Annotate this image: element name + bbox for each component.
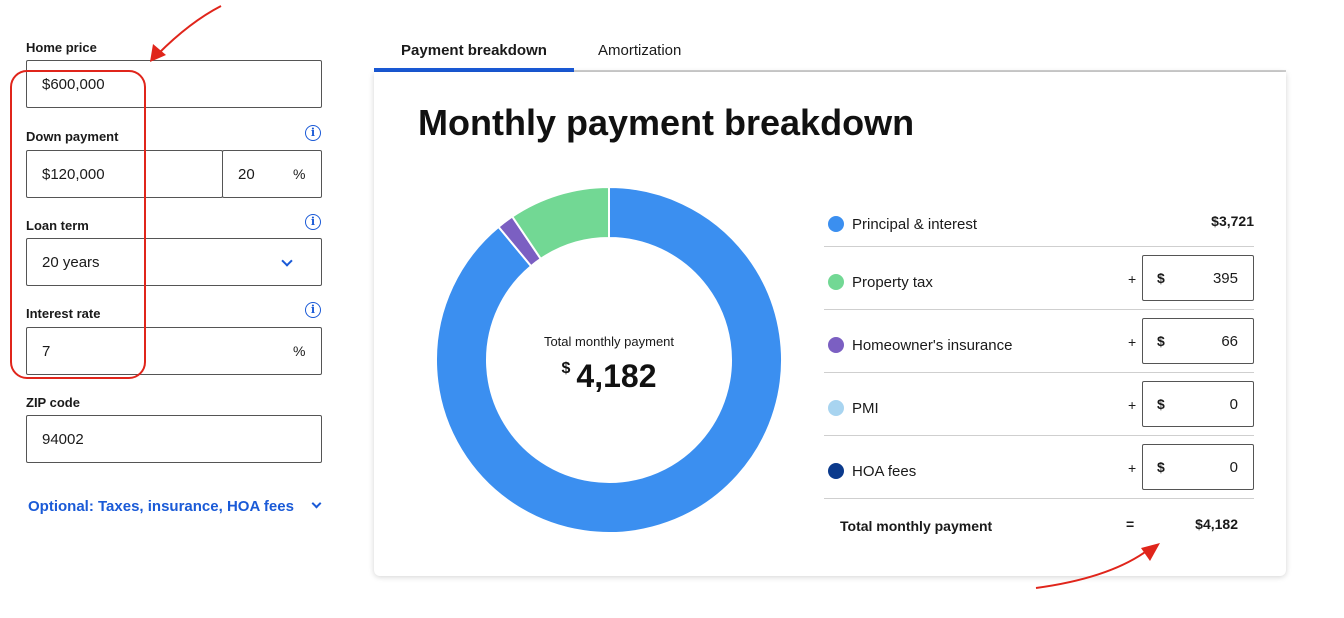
- interest-rate-input[interactable]: 7 %: [26, 327, 322, 375]
- down-payment-percent-unit: %: [293, 166, 306, 182]
- pmi-value: 0: [1229, 396, 1238, 413]
- homeowners-insurance-plus: +: [1128, 334, 1137, 350]
- donut-currency: $: [561, 360, 571, 377]
- pmi-dot-icon: [828, 400, 844, 416]
- loan-term-select[interactable]: 20 years: [26, 238, 322, 286]
- zip-code-label: ZIP code: [26, 395, 80, 410]
- property-tax-plus: +: [1128, 271, 1137, 287]
- pmi-plus: +: [1128, 397, 1137, 413]
- chevron-down-icon: [281, 255, 293, 267]
- down-payment-percent-value: 20: [238, 166, 255, 183]
- row-divider: [824, 498, 1254, 499]
- row-divider: [824, 246, 1254, 247]
- homeowners-insurance-value: 66: [1221, 333, 1238, 350]
- loan-term-value: 20 years: [42, 254, 100, 271]
- loan-term-label: Loan term: [26, 218, 89, 233]
- hoa-fees-dot-icon: [828, 463, 844, 479]
- tab-payment-breakdown[interactable]: Payment breakdown: [401, 42, 547, 59]
- tab-amortization[interactable]: Amortization: [598, 42, 682, 59]
- down-payment-label: Down payment: [26, 129, 119, 144]
- down-payment-info-icon[interactable]: i: [305, 125, 321, 141]
- down-payment-amount-value: $120,000: [42, 166, 105, 183]
- row-divider: [824, 372, 1254, 373]
- tabs-divider: [374, 70, 1286, 72]
- donut-center-value: $4,182: [436, 358, 782, 395]
- optional-taxes-link-label: Optional: Taxes, insurance, HOA fees: [28, 498, 294, 515]
- down-payment-amount-input[interactable]: $120,000: [26, 150, 223, 198]
- interest-rate-value: 7: [42, 343, 51, 360]
- principal-interest-dot-icon: [828, 216, 844, 232]
- loan-term-info-icon[interactable]: i: [305, 214, 321, 230]
- row-divider: [824, 309, 1254, 310]
- interest-rate-label: Interest rate: [26, 306, 101, 321]
- property-tax-input[interactable]: [1142, 255, 1254, 301]
- down-payment-percent-input[interactable]: 20 %: [222, 150, 322, 198]
- zip-code-input[interactable]: 94002: [26, 415, 322, 463]
- home-price-value: $600,000: [42, 76, 105, 93]
- interest-rate-info-icon[interactable]: i: [305, 302, 321, 318]
- total-monthly-payment-value: $4,182: [1195, 516, 1238, 532]
- donut-center-label: Total monthly payment: [543, 334, 675, 349]
- hoa-fees-input[interactable]: [1142, 444, 1254, 490]
- total-equals: =: [1126, 516, 1135, 532]
- pmi-input[interactable]: [1142, 381, 1254, 427]
- homeowners-insurance-label: Homeowner's insurance: [852, 337, 1013, 354]
- principal-interest-label: Principal & interest: [852, 216, 978, 233]
- hoa-fees-value: 0: [1229, 459, 1238, 476]
- property-tax-slice: [510, 187, 610, 261]
- principal-interest-value: $3,721: [1211, 213, 1254, 229]
- payment-donut-chart: [436, 187, 782, 533]
- tab-active-indicator: [374, 68, 574, 72]
- row-divider: [824, 435, 1254, 436]
- pmi-label: PMI: [852, 400, 879, 417]
- donut-amount: 4,182: [576, 358, 657, 394]
- homeowners-insurance-input[interactable]: [1142, 318, 1254, 364]
- annotation-arrow-top: [157, 5, 222, 55]
- total-monthly-payment-label: Total monthly payment: [840, 518, 993, 534]
- optional-chevron-down-icon[interactable]: [311, 498, 322, 509]
- pmi-currency: $: [1157, 396, 1165, 412]
- hoa-fees-label: HOA fees: [852, 463, 917, 480]
- hoa-fees-currency: $: [1157, 459, 1165, 475]
- homeowners-insurance-currency: $: [1157, 333, 1165, 349]
- property-tax-dot-icon: [828, 274, 844, 290]
- interest-rate-unit: %: [293, 343, 306, 359]
- home-price-label: Home price: [26, 40, 97, 55]
- property-tax-label: Property tax: [852, 274, 933, 291]
- zip-code-value: 94002: [42, 431, 84, 448]
- property-tax-currency: $: [1157, 270, 1165, 286]
- hoa-fees-plus: +: [1128, 460, 1137, 476]
- home-price-input[interactable]: $600,000: [26, 60, 322, 108]
- optional-taxes-link[interactable]: Optional: Taxes, insurance, HOA fees: [28, 498, 294, 515]
- principal-interest-slice: [436, 187, 782, 533]
- homeowners-insurance-dot-icon: [828, 337, 844, 353]
- card-title: Monthly payment breakdown: [418, 102, 915, 143]
- property-tax-value: 395: [1212, 270, 1238, 287]
